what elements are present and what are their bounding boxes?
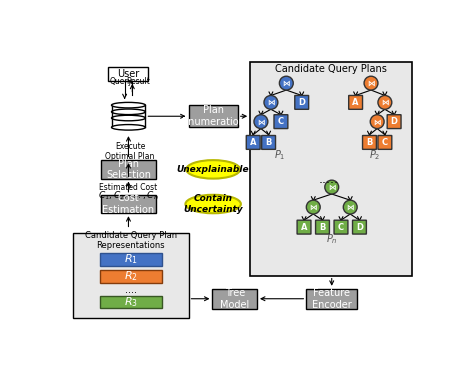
FancyBboxPatch shape (348, 96, 362, 109)
Text: D: D (355, 222, 362, 232)
Text: Plan
Enumeration: Plan Enumeration (181, 105, 244, 127)
Text: Cost
Estimation: Cost Estimation (102, 193, 154, 215)
Bar (108, 67, 148, 81)
Text: B: B (319, 222, 325, 232)
Text: ⋈: ⋈ (282, 78, 289, 88)
Text: ⋈: ⋈ (267, 98, 274, 107)
Circle shape (363, 76, 377, 90)
Text: D: D (298, 98, 305, 107)
FancyBboxPatch shape (315, 220, 329, 234)
Text: A: A (250, 138, 256, 147)
Text: D: D (390, 117, 397, 126)
FancyBboxPatch shape (377, 135, 391, 150)
Text: Execute
Optimal Plan: Execute Optimal Plan (105, 142, 154, 161)
Text: C: C (337, 222, 343, 232)
Circle shape (377, 96, 391, 109)
Circle shape (253, 115, 267, 129)
Text: Tree
Model: Tree Model (219, 288, 249, 310)
Text: ⋈: ⋈ (257, 117, 264, 126)
FancyBboxPatch shape (273, 115, 287, 129)
Text: A: A (351, 98, 358, 107)
Bar (100, 195, 156, 213)
Bar (111, 105, 145, 127)
Text: $P_1$: $P_1$ (274, 148, 285, 162)
Ellipse shape (185, 195, 240, 213)
Circle shape (279, 76, 293, 90)
Bar (100, 160, 156, 179)
Ellipse shape (111, 102, 145, 108)
Text: B: B (265, 138, 271, 147)
Circle shape (369, 115, 383, 129)
Bar (306, 289, 357, 309)
Bar (100, 270, 161, 283)
Text: ⋈: ⋈ (373, 117, 380, 126)
Bar (188, 106, 238, 127)
Circle shape (263, 96, 277, 109)
Text: Result: Result (125, 77, 149, 86)
Ellipse shape (111, 125, 145, 130)
Ellipse shape (186, 160, 239, 179)
Bar (250, 62, 411, 276)
Text: ⋈: ⋈ (309, 203, 316, 212)
FancyBboxPatch shape (246, 135, 260, 150)
Text: Estimated Cost: Estimated Cost (99, 183, 157, 192)
Text: .....: ..... (318, 173, 338, 186)
FancyBboxPatch shape (333, 220, 347, 234)
Circle shape (343, 200, 357, 214)
Circle shape (306, 200, 319, 214)
Text: ....: .... (125, 285, 137, 295)
Text: Unexplainable: Unexplainable (176, 165, 249, 174)
Bar (73, 232, 188, 318)
Text: Contain
Uncertainty: Contain Uncertainty (183, 194, 243, 214)
Bar (100, 296, 161, 308)
Text: ⋈: ⋈ (366, 78, 374, 88)
Text: A: A (300, 222, 307, 232)
Bar (212, 289, 257, 309)
Circle shape (324, 180, 338, 194)
FancyBboxPatch shape (352, 220, 366, 234)
FancyBboxPatch shape (261, 135, 275, 150)
Bar (100, 253, 161, 266)
Text: Plan
Selection: Plan Selection (106, 158, 150, 180)
Text: $P_n$: $P_n$ (325, 232, 337, 246)
Text: Candidate Query Plans: Candidate Query Plans (275, 64, 386, 74)
Text: User: User (117, 69, 139, 79)
Text: Query: Query (109, 77, 132, 86)
FancyBboxPatch shape (296, 220, 310, 234)
FancyBboxPatch shape (294, 96, 308, 109)
Text: $C_1, C_2,...,C_n$: $C_1, C_2,...,C_n$ (98, 189, 158, 202)
Text: ⋈: ⋈ (346, 203, 353, 212)
Text: $P_2$: $P_2$ (369, 148, 380, 162)
Text: ⋈: ⋈ (327, 183, 335, 192)
Text: C: C (277, 117, 283, 126)
Text: ⋈: ⋈ (380, 98, 388, 107)
FancyBboxPatch shape (362, 135, 375, 150)
Text: Feature
Encoder: Feature Encoder (311, 288, 351, 310)
Text: $R_1$: $R_1$ (124, 253, 138, 266)
FancyBboxPatch shape (386, 115, 400, 129)
Text: Candidate Query Plan
Representations: Candidate Query Plan Representations (85, 231, 176, 250)
Text: $R_2$: $R_2$ (124, 269, 138, 283)
Text: B: B (365, 138, 372, 147)
Text: $R_3$: $R_3$ (124, 295, 138, 309)
Text: C: C (381, 138, 387, 147)
